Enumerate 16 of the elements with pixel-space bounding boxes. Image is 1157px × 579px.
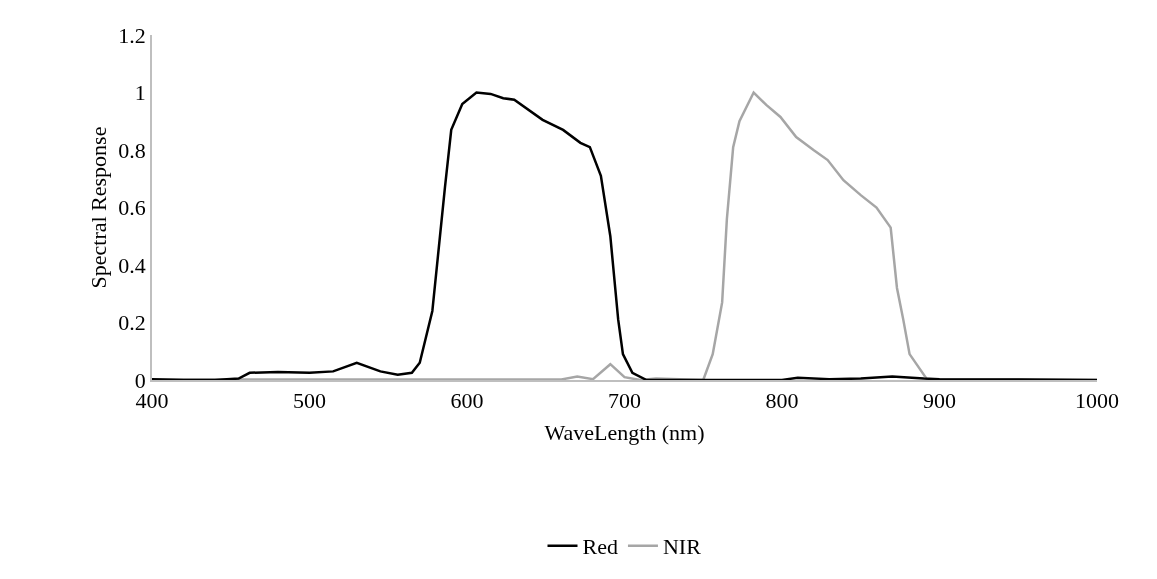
y-tick-label: 0.2 <box>118 310 146 336</box>
x-tick-label: 600 <box>450 388 484 414</box>
x-tick-label: 500 <box>293 388 326 414</box>
legend-label: Red <box>582 534 618 560</box>
y-tick-label: 0.4 <box>118 252 146 278</box>
y-tick-label: 0.8 <box>118 137 146 163</box>
x-tick-label: 1000 <box>1075 388 1119 414</box>
x-tick-label: 900 <box>923 388 956 414</box>
y-axis-title: Spectral Response <box>85 126 111 289</box>
x-tick-label: 700 <box>608 388 641 414</box>
legend-label: NIR <box>662 534 702 560</box>
y-tick-label: 0.6 <box>118 195 146 221</box>
x-axis-title: WaveLength (nm) <box>544 419 705 445</box>
y-tick-label: 1.2 <box>118 22 146 48</box>
x-tick-label: 800 <box>765 388 799 414</box>
y-tick-label: 1 <box>134 80 146 106</box>
